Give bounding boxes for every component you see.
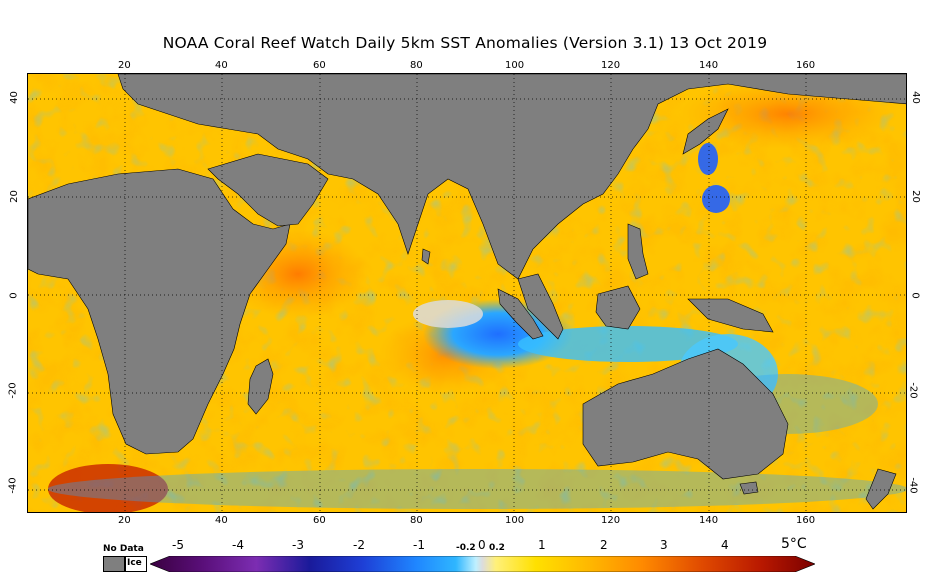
colorbar-tick: 0 [478, 538, 486, 552]
lon-tick: 100 [505, 515, 525, 526]
lon-tick: 20 [118, 515, 131, 526]
lon-tick: 140 [699, 515, 719, 526]
lat-tick: 40 [8, 91, 20, 104]
colorbar-tick: 0.2 [489, 543, 505, 553]
lon-tick: 80 [410, 515, 423, 526]
lat-tick: -20 [907, 382, 919, 399]
lat-tick: -40 [907, 477, 919, 494]
colorbar-tick: -4 [232, 538, 244, 552]
lat-tick: 20 [909, 190, 921, 203]
lon-tick: 160 [796, 60, 816, 71]
colorbar-tick: -1 [413, 538, 425, 552]
colorbar-tick: 1 [538, 538, 546, 552]
lon-tick: 60 [313, 515, 326, 526]
land [28, 74, 906, 510]
colorbar-tick: 5°C [781, 536, 807, 552]
lat-tick: 20 [8, 190, 20, 203]
lon-tick: 120 [601, 515, 621, 526]
lon-tick: 60 [313, 60, 326, 71]
lon-tick: 160 [796, 515, 816, 526]
lon-tick: 80 [410, 60, 423, 71]
colorbar-tick: -2 [353, 538, 365, 552]
lat-tick: -20 [7, 382, 19, 399]
ice-swatch: Ice [125, 556, 147, 572]
colorbar-tick: -5 [172, 538, 184, 552]
no-data-swatch [103, 556, 125, 572]
colorbar-tick: 4 [721, 538, 729, 552]
lat-tick: 40 [909, 91, 921, 104]
sst-anomaly-map [27, 73, 907, 513]
colorbar-tick: -3 [292, 538, 304, 552]
lon-tick: 40 [215, 515, 228, 526]
lon-tick: 100 [505, 60, 525, 71]
colorbar-tick: 2 [600, 538, 608, 552]
lat-tick: 0 [8, 292, 20, 299]
map-svg [28, 74, 906, 512]
colorbar-svg [150, 556, 815, 572]
map-title: NOAA Coral Reef Watch Daily 5km SST Anom… [162, 34, 768, 52]
colorbar-tick: 3 [660, 538, 668, 552]
graticule [28, 74, 906, 512]
lon-tick: 20 [118, 60, 131, 71]
no-data-label: No Data [103, 544, 144, 554]
lon-tick: 120 [601, 60, 621, 71]
colorbar-tick: -0.2 [456, 543, 476, 553]
lat-tick: 0 [909, 292, 921, 299]
colorbar-legend: No Data Ice [0, 536, 930, 580]
colorbar-gradient [150, 556, 815, 572]
ice-label: Ice [127, 558, 142, 568]
lon-tick: 40 [215, 60, 228, 71]
lon-tick: 140 [699, 60, 719, 71]
lat-tick: -40 [7, 477, 19, 494]
